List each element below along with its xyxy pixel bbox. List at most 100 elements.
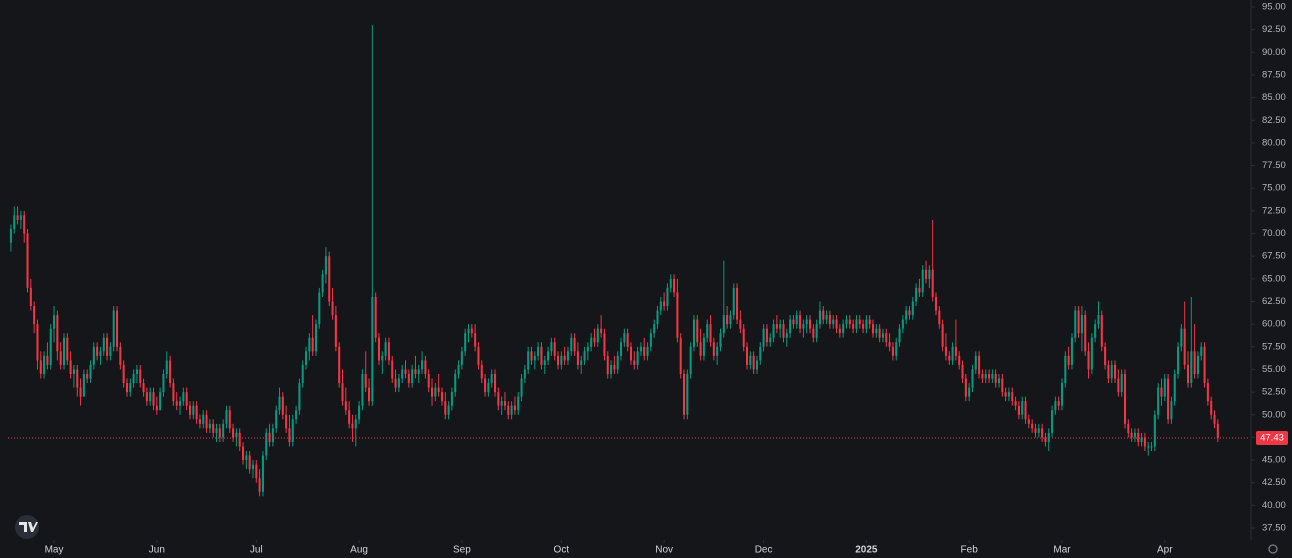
x-tick-label: Feb (961, 545, 979, 556)
logo-mark[interactable] (19, 522, 38, 532)
candle-body (268, 432, 271, 442)
candle-body (915, 287, 918, 302)
candle-body (192, 405, 195, 415)
candle-body (258, 478, 261, 492)
candle-body (901, 319, 904, 329)
candle-body (1074, 310, 1077, 338)
candle-body (964, 378, 967, 397)
candle-body (513, 405, 516, 411)
y-tick-label: 72.50 (1262, 205, 1286, 216)
candle-body (175, 401, 178, 406)
candle-body (79, 387, 82, 397)
candle-body (404, 369, 407, 374)
candle-body (19, 215, 22, 220)
y-tick-label: 75.00 (1262, 183, 1286, 194)
candle-body (1100, 315, 1103, 347)
candle-body (142, 383, 145, 393)
candle-body (162, 373, 165, 393)
candle-body (358, 405, 361, 420)
candle-body (1037, 428, 1040, 433)
y-tick-label: 55.00 (1262, 364, 1286, 375)
candle-body (361, 373, 364, 406)
candle-body (348, 410, 351, 424)
x-tick-label: Jul (250, 545, 263, 556)
candle-body (848, 319, 851, 325)
candle-body (23, 215, 26, 234)
candle-body (318, 292, 321, 325)
candle-body (759, 346, 762, 361)
candle-body (1087, 351, 1090, 370)
candle-body (862, 324, 865, 329)
candle-body (1137, 432, 1140, 442)
candle-body (145, 392, 148, 402)
candle-body (576, 351, 579, 365)
candle-body (36, 324, 39, 361)
candle-body (974, 355, 977, 370)
candle-body (49, 328, 52, 365)
candle-body (500, 401, 503, 406)
candle-body (155, 405, 158, 411)
candle-body (736, 287, 739, 320)
candle-body (938, 310, 941, 325)
candle-body (948, 355, 951, 361)
y-tick-label: 80.00 (1262, 137, 1286, 148)
candle-body (490, 373, 493, 384)
candle-body (600, 328, 603, 334)
candle-body (172, 383, 175, 402)
candle-body (275, 410, 278, 429)
candle-body (928, 269, 931, 279)
x-tick-label: May (45, 545, 64, 556)
y-tick-label: 77.50 (1262, 160, 1286, 171)
candle-body (188, 405, 192, 415)
settings-icon[interactable] (1268, 544, 1278, 554)
candle-body (1031, 423, 1034, 429)
candle-body (384, 342, 387, 356)
candle-body (1097, 315, 1100, 325)
candle-body (722, 315, 725, 334)
candle-body (1180, 328, 1183, 347)
candle-body (1080, 315, 1083, 334)
candle-body (510, 405, 513, 415)
candle-body (152, 392, 155, 406)
candle-body (1077, 310, 1080, 334)
candle-body (298, 383, 301, 411)
candle-body (676, 292, 679, 338)
candle-body (447, 405, 450, 415)
candle-body (374, 296, 377, 338)
candle-body (291, 419, 294, 442)
candle-body (997, 378, 1001, 384)
candle-body (414, 369, 417, 374)
candle-body (842, 324, 845, 334)
candle-body (480, 364, 483, 379)
last-price-badge (1256, 431, 1288, 446)
candle-body (387, 342, 390, 361)
candle-body (775, 324, 778, 329)
y-tick-label: 57.50 (1262, 341, 1286, 352)
settings-button[interactable] (1268, 544, 1278, 554)
candle-body (76, 369, 79, 388)
candle-body (1090, 337, 1093, 370)
candle-body (215, 428, 218, 433)
candle-body (540, 346, 543, 365)
candle-body (1210, 401, 1213, 415)
candle-body (739, 319, 742, 329)
candle-body (242, 446, 245, 461)
candle-body (377, 337, 381, 361)
candle-body (1130, 432, 1133, 438)
candle-body (112, 310, 115, 347)
candle-body (334, 315, 337, 347)
candle-body (493, 373, 497, 393)
y-tick-label: 60.00 (1262, 319, 1286, 330)
candle-body (26, 233, 29, 288)
candle-body (1173, 373, 1176, 402)
y-tick-label: 70.00 (1262, 228, 1286, 239)
candle-body (1183, 328, 1186, 365)
candle-body (1140, 437, 1143, 442)
candle-body (424, 360, 427, 374)
candle-body (537, 346, 540, 356)
candle-body (772, 324, 775, 338)
candle-body (321, 274, 324, 293)
logo[interactable] (15, 515, 39, 539)
candle-body (905, 310, 908, 320)
candle-body (673, 278, 676, 293)
